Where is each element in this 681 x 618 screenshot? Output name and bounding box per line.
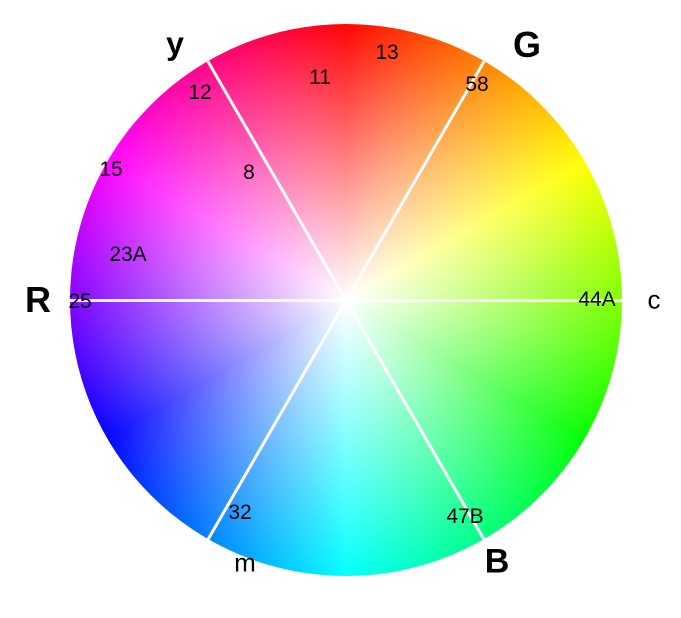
inner-label-25: 25 (68, 290, 91, 314)
axis-label-B: B (485, 543, 510, 582)
axis-label-R: R (25, 279, 51, 321)
inner-label-44A: 44A (578, 288, 615, 312)
axis-label-y: y (166, 26, 184, 63)
inner-label-23A: 23A (109, 243, 146, 267)
inner-label-47B: 47B (446, 505, 483, 529)
inner-label-13: 13 (375, 41, 398, 65)
inner-label-12: 12 (188, 81, 211, 105)
spoke-180 (70, 299, 346, 302)
axis-label-c: c (648, 285, 661, 316)
inner-label-15: 15 (99, 158, 122, 182)
color-wheel-diagram: Rc y Gm B 25 23A 15 12 8 11 13 58 44A 47B 32 (0, 0, 681, 618)
inner-label-58: 58 (465, 73, 488, 97)
inner-label-32: 32 (228, 501, 251, 525)
axis-label-m: m (234, 548, 256, 579)
axis-label-G: G (513, 24, 541, 66)
inner-label-11: 11 (309, 66, 331, 90)
inner-label-8: 8 (243, 161, 255, 185)
